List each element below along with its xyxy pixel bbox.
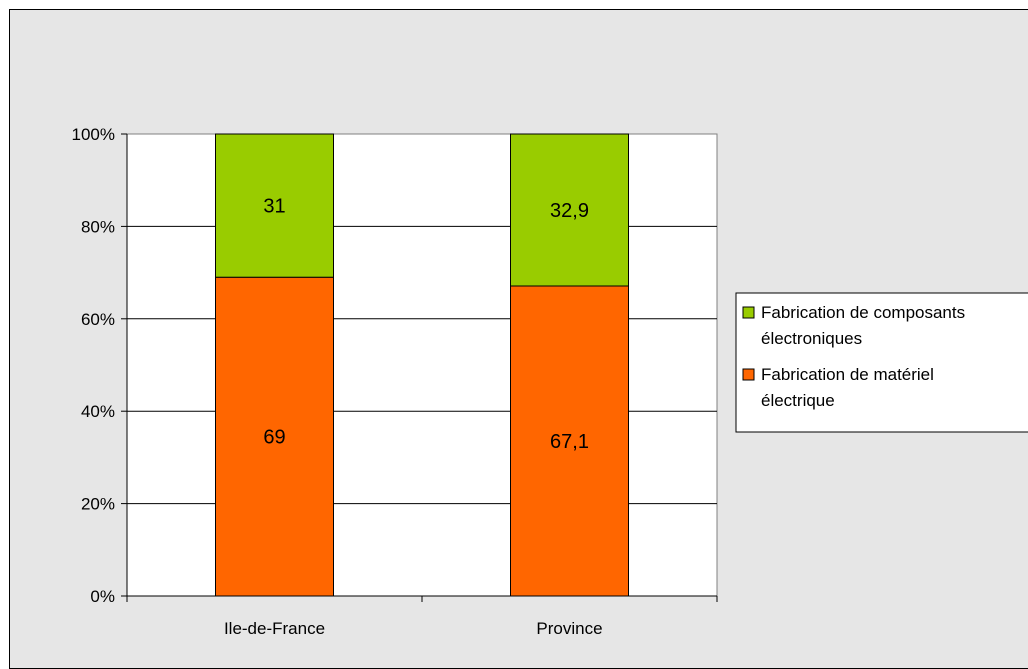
y-tick-label: 60% [81, 310, 115, 329]
legend-label: électroniques [761, 329, 862, 348]
bar-segment [510, 285, 629, 597]
x-tick-label: Ile-de-France [224, 619, 325, 638]
data-label: 32,9 [550, 200, 589, 222]
y-tick-label: 0% [90, 587, 115, 606]
y-tick-label: 100% [72, 125, 115, 144]
x-tick-label: Province [536, 619, 602, 638]
bar-segment [510, 133, 629, 287]
data-label: 31 [263, 196, 285, 218]
bar-segment [215, 133, 334, 278]
data-label: 67,1 [550, 431, 589, 453]
y-tick-label: 40% [81, 402, 115, 421]
legend-swatch [742, 306, 755, 319]
y-tick-label: 80% [81, 217, 115, 236]
y-tick-label: 20% [81, 495, 115, 514]
bar-segment [215, 276, 334, 597]
legend-label: électrique [761, 391, 835, 410]
legend-box [735, 292, 1028, 433]
legend-label: Fabrication de matériel [761, 365, 934, 384]
legend-swatch [742, 368, 755, 381]
data-label: 69 [263, 427, 285, 449]
legend-label: Fabrication de composants [761, 303, 965, 322]
